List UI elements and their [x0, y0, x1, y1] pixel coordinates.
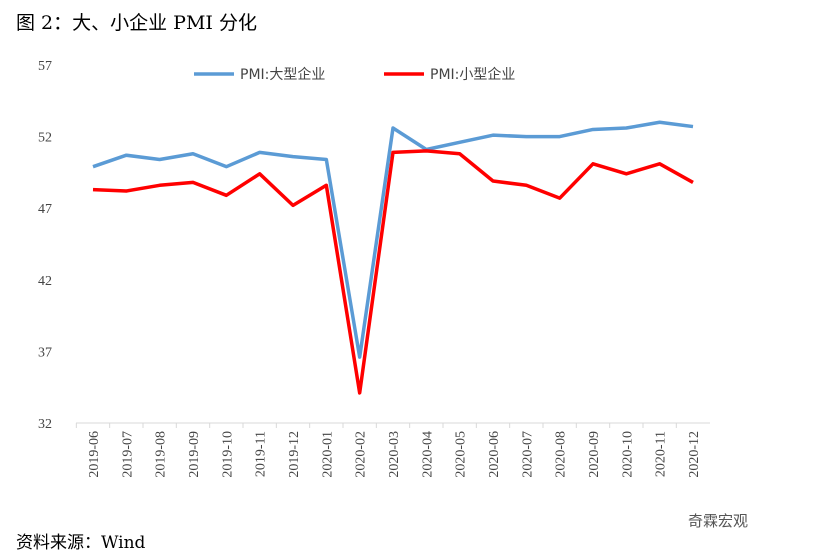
legend-label: PMI:小型企业 — [430, 66, 515, 83]
x-tick-label: 2019-06 — [87, 431, 102, 478]
chart-title: 图 2：大、小企业 PMI 分化 — [16, 12, 257, 34]
x-tick-label: 2019-11 — [254, 431, 269, 477]
y-tick-label: 57 — [38, 59, 52, 74]
x-tick-label: 2019-10 — [220, 431, 235, 478]
x-tick-label: 2020-07 — [520, 431, 535, 478]
y-tick-label: 32 — [38, 417, 52, 432]
x-tick-label: 2019-09 — [187, 431, 202, 478]
y-tick-label: 42 — [38, 274, 52, 289]
watermark: 奇霖宏观 — [688, 512, 749, 530]
x-tick-label: 2020-06 — [487, 431, 502, 478]
legend-label: PMI:大型企业 — [240, 66, 325, 83]
x-tick-label: 2020-11 — [654, 431, 669, 477]
x-tick-label: 2020-10 — [620, 431, 635, 478]
y-tick-label: 52 — [38, 131, 52, 146]
x-tick-label: 2020-01 — [320, 431, 335, 478]
x-tick-label: 2020-09 — [587, 431, 602, 478]
x-tick-label: 2020-04 — [420, 431, 435, 478]
x-tick-label: 2020-08 — [554, 431, 569, 478]
series-line-1 — [92, 149, 694, 395]
x-tick-label: 2020-02 — [354, 431, 369, 478]
x-tick-label: 2019-08 — [154, 431, 169, 478]
y-tick-label: 47 — [38, 202, 52, 217]
y-tick-label: 37 — [38, 345, 52, 360]
x-tick-label: 2019-12 — [287, 431, 302, 478]
x-tick-label: 2020-05 — [454, 431, 469, 478]
x-tick-label: 2020-12 — [687, 431, 702, 478]
x-tick-label: 2019-07 — [120, 431, 135, 478]
x-tick-label: 2020-03 — [387, 431, 402, 478]
source-note: 资料来源：Wind — [16, 533, 146, 553]
